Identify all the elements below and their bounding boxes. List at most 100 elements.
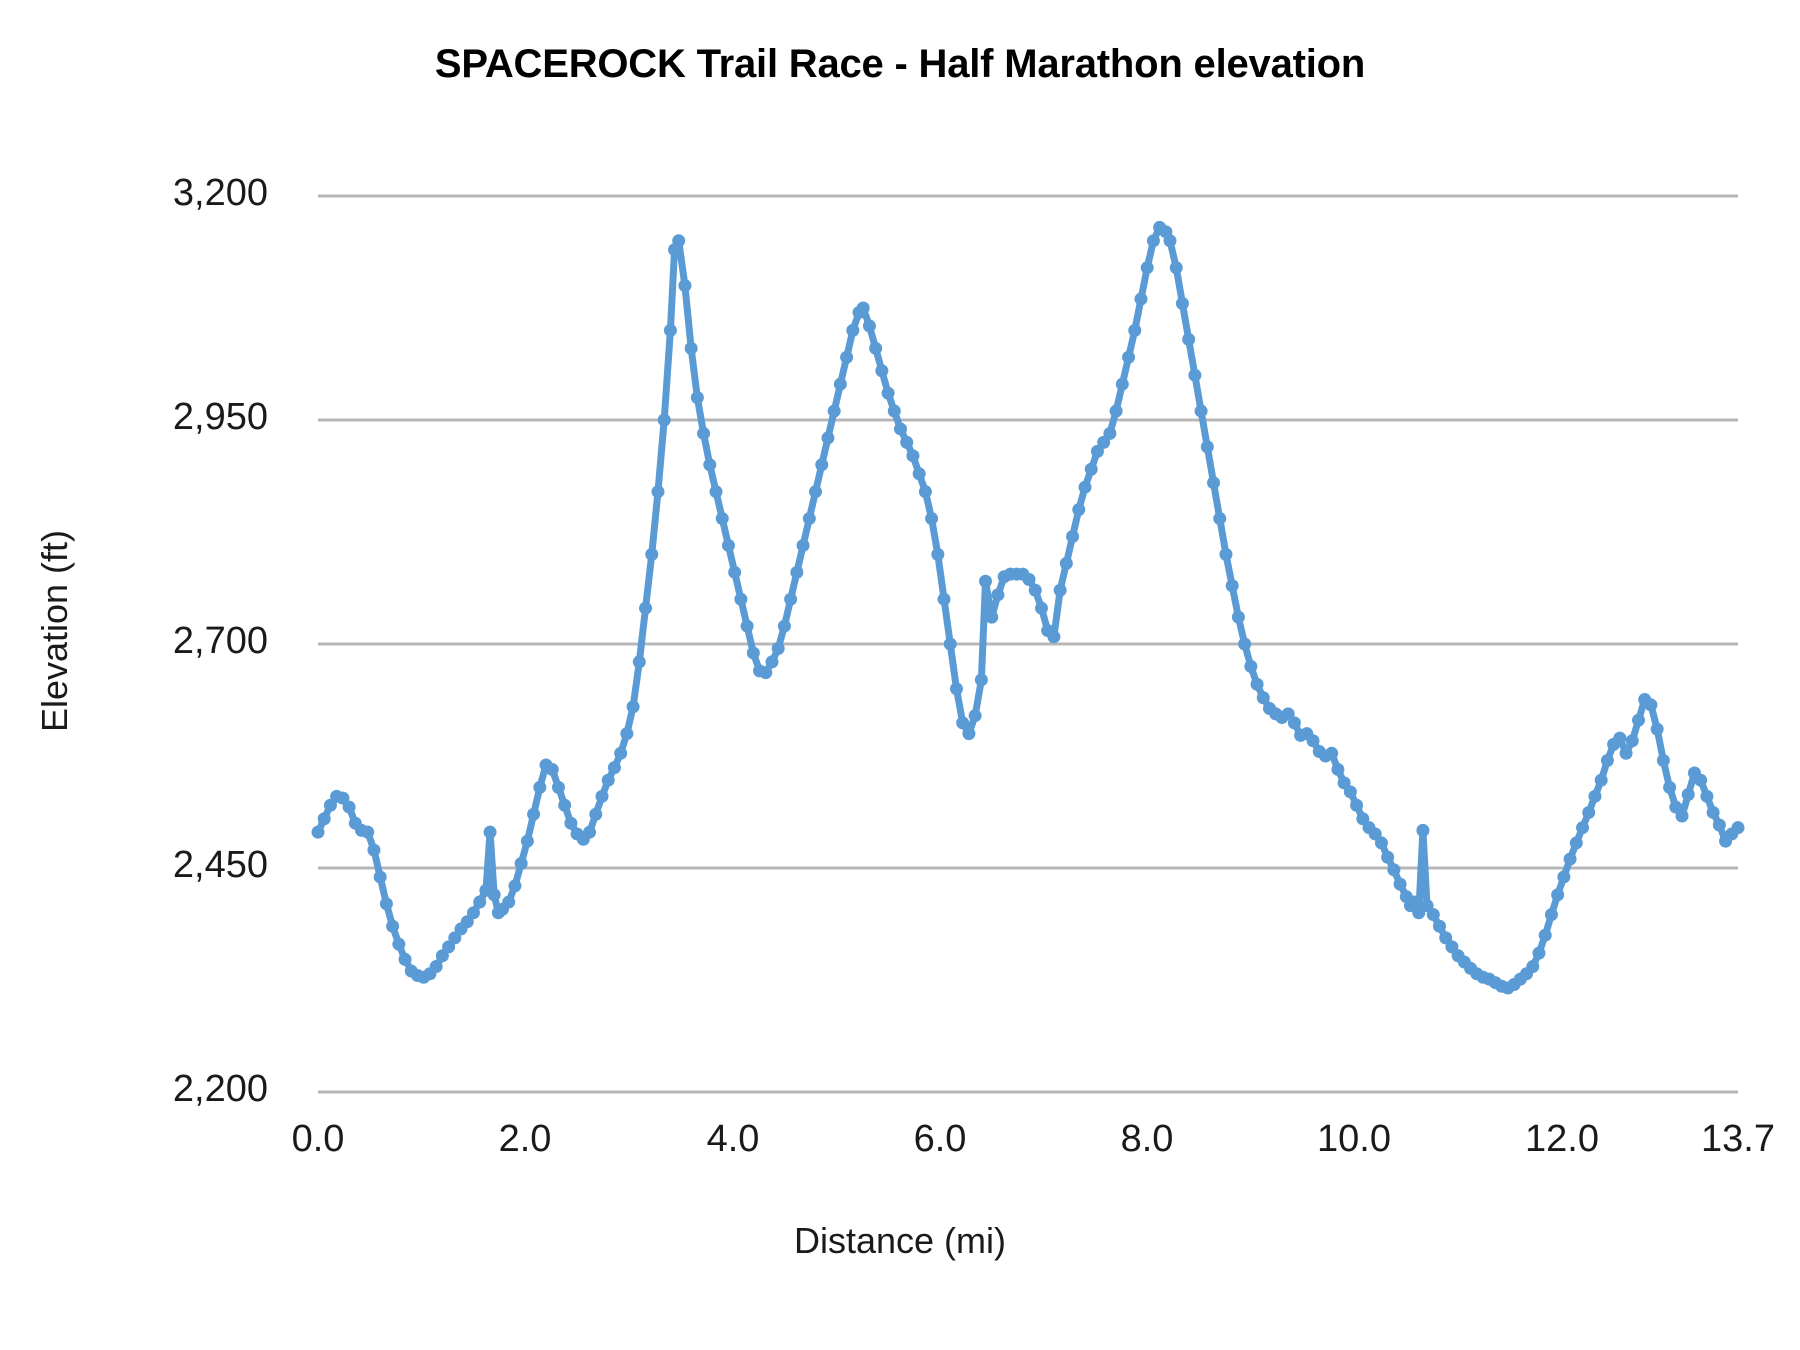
data-point	[1343, 785, 1357, 799]
data-point	[632, 655, 646, 669]
data-point	[1381, 850, 1395, 864]
data-point	[1022, 572, 1036, 586]
data-point	[663, 323, 677, 337]
data-point	[1538, 928, 1552, 942]
data-point	[373, 870, 387, 884]
data-point	[1625, 734, 1639, 748]
data-point	[1287, 716, 1301, 730]
data-point	[1047, 630, 1061, 644]
data-point	[1034, 601, 1048, 615]
y-tick-label-2950: 2,950	[172, 396, 268, 438]
data-point	[1569, 836, 1583, 850]
data-point	[697, 426, 711, 440]
data-point	[991, 588, 1005, 602]
data-point	[1619, 746, 1633, 760]
data-point	[1387, 863, 1401, 877]
chart-title: SPACEROCK Trail Race - Half Marathon ele…	[434, 42, 1366, 86]
data-point	[765, 655, 779, 669]
y-tick-label-2700: 2,700	[172, 620, 268, 662]
data-point	[802, 512, 816, 526]
data-point	[342, 800, 356, 814]
data-point	[1169, 261, 1183, 275]
data-point	[1526, 960, 1540, 974]
data-point	[1663, 780, 1677, 794]
data-point	[721, 538, 735, 552]
data-point	[1244, 659, 1258, 673]
data-point	[1325, 746, 1339, 760]
data-point	[1250, 677, 1264, 691]
data-point	[728, 565, 742, 579]
data-point	[784, 592, 798, 606]
data-point	[809, 485, 823, 499]
data-point	[709, 485, 723, 499]
x-tick-label-13-7: 13.7	[1701, 1118, 1775, 1160]
data-point	[925, 512, 939, 526]
data-point	[1128, 323, 1142, 337]
data-point	[931, 547, 945, 561]
data-point	[626, 700, 640, 714]
data-point	[840, 350, 854, 364]
data-point	[815, 458, 829, 472]
data-point	[1350, 798, 1364, 812]
data-point	[657, 413, 671, 427]
data-point	[1532, 946, 1546, 960]
data-point	[1053, 583, 1067, 597]
data-point	[703, 458, 717, 472]
data-point	[379, 897, 393, 911]
data-point	[949, 682, 963, 696]
x-tick-label-6: 6.0	[913, 1118, 967, 1160]
data-point	[1675, 809, 1689, 823]
data-point	[1374, 836, 1388, 850]
data-point	[1059, 556, 1073, 570]
data-point	[1712, 818, 1726, 832]
data-point	[1632, 713, 1645, 727]
data-point	[1188, 368, 1202, 382]
plot-svg	[311, 194, 1745, 1094]
data-point	[1134, 292, 1148, 306]
data-point	[1613, 731, 1627, 745]
gridlines	[318, 194, 1738, 1094]
data-point	[508, 879, 522, 893]
data-point	[1644, 698, 1658, 712]
data-point	[894, 422, 908, 436]
data-point	[311, 825, 325, 839]
data-point	[1122, 350, 1136, 364]
data-point	[956, 716, 970, 730]
data-point	[1200, 440, 1214, 454]
data-point	[740, 619, 754, 633]
data-point	[429, 960, 443, 974]
data-point	[985, 610, 999, 624]
data-point	[684, 341, 698, 355]
data-point	[1576, 821, 1590, 835]
data-point	[317, 812, 331, 826]
data-point	[1544, 908, 1558, 922]
data-point	[1650, 722, 1664, 736]
data-point	[833, 377, 847, 391]
data-point	[1700, 789, 1714, 803]
x-tick-label-10: 10.0	[1317, 1118, 1391, 1160]
data-point	[1582, 805, 1596, 819]
data-point	[979, 574, 992, 588]
y-tick-label-2200: 2,200	[172, 1068, 268, 1110]
data-point	[1140, 261, 1154, 275]
data-point	[502, 895, 516, 909]
data-point	[881, 386, 895, 400]
data-point	[875, 364, 889, 378]
data-point	[1182, 332, 1196, 346]
data-point	[690, 391, 704, 405]
data-point	[1393, 877, 1407, 891]
data-point	[856, 301, 870, 315]
data-point	[1115, 377, 1129, 391]
data-point	[487, 888, 501, 902]
y-tick-label-3200: 3,200	[172, 172, 268, 214]
data-point	[1238, 637, 1252, 651]
data-point	[514, 857, 528, 871]
data-point	[1681, 788, 1695, 802]
elevation-markers	[311, 220, 1745, 995]
data-point	[1408, 895, 1422, 909]
data-point	[1078, 480, 1092, 494]
data-point	[1416, 823, 1430, 837]
data-point	[1694, 773, 1708, 787]
data-point	[1219, 547, 1233, 561]
data-point	[601, 773, 615, 787]
